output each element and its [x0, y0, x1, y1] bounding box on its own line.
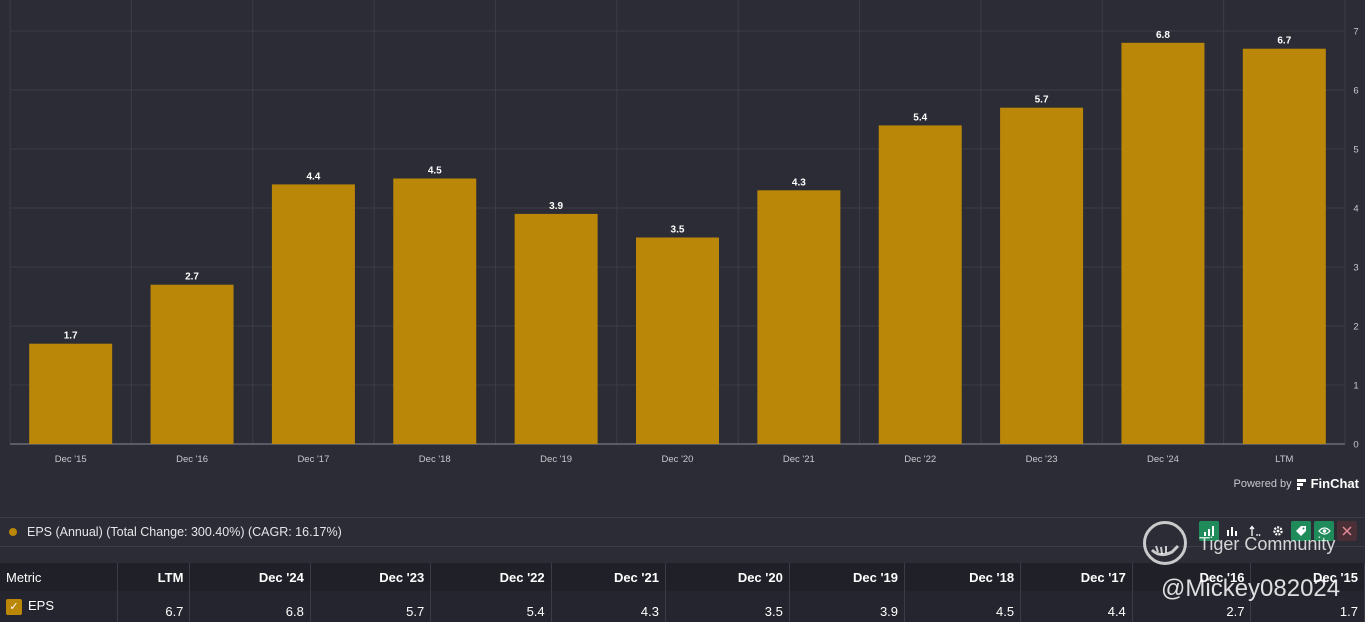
bar-value-label: 5.4 — [913, 112, 927, 123]
chart-toolbar — [1199, 521, 1357, 541]
finchat-brand-text: FinChat — [1310, 476, 1359, 491]
column-header[interactable]: Dec '20 — [665, 563, 790, 591]
x-tick-label: Dec '22 — [904, 454, 936, 465]
bar-value-label: 4.5 — [428, 166, 442, 177]
column-header[interactable]: Dec '19 — [789, 563, 906, 591]
bar[interactable] — [271, 184, 355, 444]
bar-value-label: 5.7 — [1035, 95, 1049, 106]
table-cell: 6.8 — [189, 591, 311, 622]
finchat-brand[interactable]: FinChat — [1296, 476, 1359, 491]
table-row[interactable]: ✓ EPS 6.7 6.8 5.7 5.4 4.3 3.5 3.9 4.5 4.4 2.7 1.7 — [0, 591, 1365, 622]
x-tick-label: Dec '17 — [297, 454, 329, 465]
series-color-dot — [9, 528, 17, 536]
finchat-logo-icon — [1296, 478, 1306, 490]
sort-icon[interactable] — [1245, 521, 1265, 541]
table-cell: 3.5 — [665, 591, 790, 622]
y-tick-label: 1 — [1353, 381, 1358, 392]
bar-value-label: 4.4 — [306, 171, 320, 182]
column-header[interactable]: Dec '16 — [1132, 563, 1252, 591]
table-cell: 5.7 — [310, 591, 432, 622]
row-checkbox[interactable]: ✓ — [6, 598, 22, 615]
column-header[interactable]: Dec '24 — [189, 563, 311, 591]
x-tick-label: Dec '24 — [1147, 454, 1179, 465]
bar[interactable] — [878, 125, 962, 445]
metrics-table: Metric LTM Dec '24 Dec '23 Dec '22 Dec '21 De… — [0, 563, 1365, 622]
grouped-bars-icon[interactable] — [1222, 521, 1242, 541]
bar[interactable] — [150, 284, 234, 444]
bar-value-label: 2.7 — [185, 272, 199, 283]
table-cell: 4.4 — [1020, 591, 1133, 622]
column-header[interactable]: Dec '18 — [904, 563, 1022, 591]
table-cell: 2.7 — [1132, 591, 1252, 622]
y-tick-label: 0 — [1353, 440, 1358, 451]
bar-value-label: 4.3 — [792, 177, 806, 188]
bar[interactable] — [514, 213, 598, 444]
bar-value-label: 6.7 — [1277, 36, 1291, 47]
column-header[interactable]: Dec '17 — [1020, 563, 1133, 591]
bar-value-label: 6.8 — [1156, 30, 1170, 41]
y-tick-label: 4 — [1353, 204, 1358, 215]
eye-icon[interactable] — [1314, 521, 1334, 541]
y-tick-label: 2 — [1353, 322, 1358, 333]
y-tick-label: 5 — [1353, 145, 1358, 156]
table-cell: 1.7 — [1250, 591, 1365, 622]
x-tick-label: Dec '19 — [540, 454, 572, 465]
table-cell: 6.7 — [117, 591, 191, 622]
powered-by[interactable]: Powered by FinChat — [1234, 476, 1359, 491]
close-icon[interactable] — [1337, 521, 1357, 541]
y-tick-label: 7 — [1353, 27, 1358, 38]
x-tick-label: Dec '20 — [662, 454, 694, 465]
bar-value-label: 3.9 — [549, 201, 563, 212]
table-header-row: Metric LTM Dec '24 Dec '23 Dec '22 Dec '21 De… — [0, 563, 1365, 591]
gear-icon[interactable] — [1268, 521, 1288, 541]
table-cell: 5.4 — [430, 591, 552, 622]
bar[interactable] — [393, 178, 477, 445]
bar-chart-icon[interactable] — [1199, 521, 1219, 541]
column-header[interactable]: Dec '15 — [1250, 563, 1365, 591]
y-tick-label: 6 — [1353, 86, 1358, 97]
table-cell: 4.3 — [551, 591, 666, 622]
series-legend: EPS (Annual) (Total Change: 300.40%) (CA… — [0, 517, 1365, 547]
y-tick-label: 3 — [1353, 263, 1358, 274]
table-cell: 3.9 — [789, 591, 906, 622]
eps-bar-chart: 0 1 2 3 4 5 6 7 1.7 Dec '15 2.7 Dec '16 4.4 Dec '17 4.… — [9, 0, 1359, 465]
bar[interactable] — [1121, 42, 1205, 445]
x-tick-label: Dec '21 — [783, 454, 815, 465]
bar[interactable] — [1000, 107, 1084, 444]
column-header[interactable]: Dec '22 — [430, 563, 552, 591]
tag-icon[interactable] — [1291, 521, 1311, 541]
bar-value-label: 3.5 — [671, 225, 685, 236]
table-cell: 4.5 — [904, 591, 1022, 622]
bar[interactable] — [29, 343, 113, 444]
bar-value-label: 1.7 — [64, 331, 78, 342]
metric-column-header: Metric — [0, 563, 119, 591]
row-label: EPS — [28, 598, 55, 614]
bar[interactable] — [636, 237, 719, 445]
bar[interactable] — [757, 190, 841, 444]
x-tick-label: LTM — [1275, 454, 1293, 465]
column-header[interactable]: LTM — [117, 563, 191, 591]
series-legend-text: EPS (Annual) (Total Change: 300.40%) (CA… — [27, 525, 342, 539]
x-tick-label: Dec '16 — [176, 454, 208, 465]
x-tick-label: Dec '23 — [1026, 454, 1058, 465]
x-tick-label: Dec '18 — [419, 454, 451, 465]
row-label-cell: ✓ EPS — [0, 591, 119, 622]
bar[interactable] — [1242, 48, 1326, 444]
powered-by-label: Powered by — [1233, 477, 1292, 490]
column-header[interactable]: Dec '23 — [310, 563, 432, 591]
column-header[interactable]: Dec '21 — [551, 563, 666, 591]
x-tick-label: Dec '15 — [55, 454, 87, 465]
